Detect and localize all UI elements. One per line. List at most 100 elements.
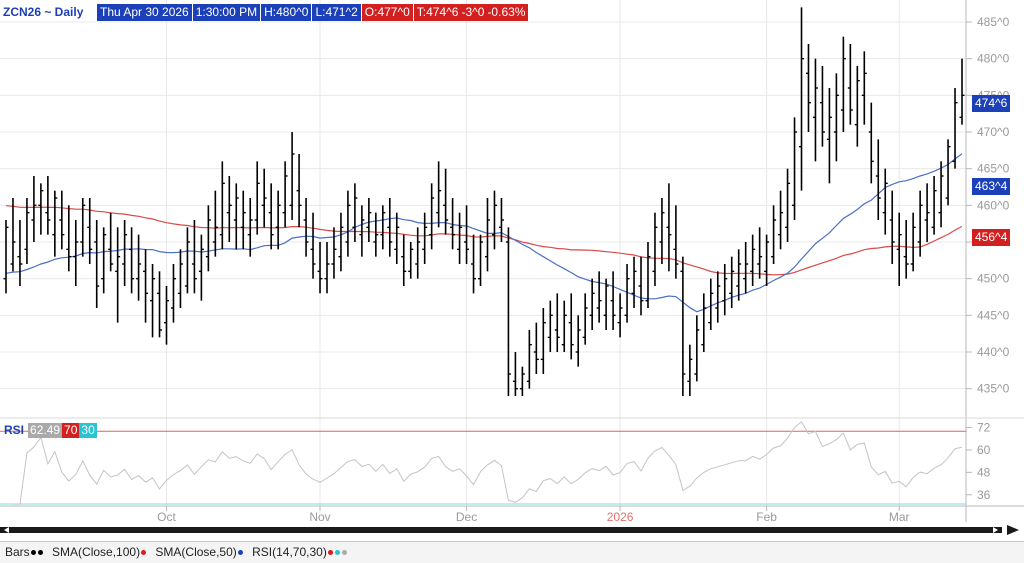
ohlc-bar — [17, 220, 23, 286]
time-tick-label: 2026 — [607, 510, 634, 524]
horizontal-scrollbar[interactable] — [0, 525, 1002, 535]
ohlc-bar — [150, 264, 156, 338]
ohlc-bar — [491, 190, 497, 250]
quote-date: Thu Apr 30 2026 — [97, 4, 192, 21]
ohlc-bar — [408, 242, 414, 279]
study-rsi[interactable]: RSI(14,70,30) — [252, 542, 348, 562]
rsi-overbought-badge: 70 — [62, 423, 80, 438]
ohlc-bar — [122, 220, 128, 286]
ohlc-bar — [847, 44, 853, 125]
ohlc-bar — [778, 190, 784, 250]
price-tick-label: 460^0 — [977, 198, 1010, 212]
ohlc-bar — [868, 102, 874, 184]
ohlc-bar — [345, 190, 351, 257]
ohlc-bar — [554, 293, 560, 352]
ohlc-bar — [826, 88, 832, 184]
symbol-label: ZCN26 ~ Daily — [3, 5, 84, 19]
ohlc-bar — [136, 234, 142, 301]
rsi-label: RSI — [4, 423, 25, 437]
ohlc-bar — [471, 234, 477, 294]
ohlc-bar — [833, 73, 839, 162]
sma100-dot-icon — [141, 549, 147, 555]
ohlc-bar — [764, 234, 770, 286]
ohlc-bar — [198, 234, 204, 301]
scrollbar-left-arrow[interactable] — [4, 527, 9, 533]
study-sma50[interactable]: SMA(Close,50) — [155, 542, 243, 562]
ohlc-bar — [59, 190, 65, 250]
ohlc-bar — [317, 242, 323, 294]
ohlc-bar — [498, 198, 504, 242]
ohlc-bar — [743, 242, 749, 294]
ohlc-bar — [66, 205, 72, 272]
rsi-tick-label: 36 — [977, 488, 991, 502]
ohlc-bar — [310, 212, 316, 279]
ohlc-bar — [394, 212, 400, 264]
ohlc-bar — [596, 271, 602, 323]
ohlc-bar — [373, 212, 379, 257]
time-tick-label: Mar — [889, 510, 910, 524]
price-tick-label: 485^0 — [977, 15, 1010, 29]
ohlc-bar — [212, 190, 218, 257]
rsi-oversold-badge: 30 — [79, 423, 97, 438]
bars-dot-icon — [30, 549, 36, 555]
ohlc-bar — [436, 161, 442, 228]
ohlc-bar — [247, 198, 253, 257]
ohlc-bar — [226, 176, 232, 242]
scrollbar-thumb[interactable] — [0, 527, 1002, 533]
ohlc-bar — [478, 234, 484, 286]
price-tick-label: 470^0 — [977, 125, 1010, 139]
ohlc-bar — [184, 227, 190, 294]
ohlc-bar — [450, 198, 456, 250]
ohlc-bar — [938, 161, 944, 228]
ohlc-bar — [519, 366, 525, 396]
ohlc-bar — [854, 66, 860, 147]
rsi-tick-label: 72 — [977, 420, 991, 434]
ohlc-bar — [422, 212, 428, 264]
ohlc-bar — [959, 58, 965, 125]
ohlc-bar — [457, 212, 463, 264]
ohlc-bar — [282, 161, 288, 228]
ohlc-bar — [526, 330, 532, 389]
quote-time: 1:30:00 PM — [192, 4, 261, 21]
rsi-tick-label: 60 — [977, 443, 991, 457]
rsi-dot-icon-2 — [334, 549, 340, 555]
symbol-title: ZCN26 ~ Daily — [3, 4, 83, 21]
ohlc-bar — [177, 249, 183, 308]
sma50-line — [5, 153, 963, 313]
ohlc-bar — [910, 212, 916, 272]
ohlc-bar — [694, 315, 700, 382]
study-rsi-label: RSI(14,70,30) — [252, 545, 327, 559]
study-bars[interactable]: Bars — [5, 542, 44, 562]
ohlc-bar — [219, 161, 225, 250]
price-axis-labels: 435^0440^0445^0450^0455^0460^0465^0470^0… — [977, 15, 1010, 396]
ohlc-bar — [903, 220, 909, 279]
ohlc-bar — [366, 198, 372, 242]
ohlc-bar — [338, 212, 344, 272]
ohlc-bar — [547, 300, 553, 352]
sma50-dot-icon — [237, 549, 243, 555]
ohlc-bar — [568, 293, 574, 360]
ohlc-bar — [589, 278, 595, 330]
ohlc-bar — [3, 220, 9, 294]
ohlc-bar — [889, 190, 895, 264]
ohlc-bar — [924, 183, 930, 242]
ohlc-bar — [875, 139, 881, 220]
ohlc-bar — [157, 271, 163, 338]
scroll-corner-icon[interactable] — [1005, 523, 1021, 537]
rsi-legend: RSI 62.49 70 30 — [4, 423, 97, 438]
ohlc-bar — [512, 352, 518, 396]
ohlc-bar — [533, 322, 539, 374]
ohlc-bar — [233, 183, 239, 250]
study-sma100[interactable]: SMA(Close,100) — [52, 542, 147, 562]
ohlc-bar — [792, 117, 798, 220]
ohlc-bar — [917, 190, 923, 257]
ohlc-bar — [708, 278, 714, 330]
ohlc-bar — [80, 198, 86, 257]
price-tick-label: 450^0 — [977, 272, 1010, 286]
sma50-price-tag: 463^4 — [972, 178, 1011, 195]
ohlc-bar — [268, 183, 274, 250]
ohlc-bar — [610, 271, 616, 330]
ohlc-bar — [101, 227, 107, 294]
scrollbar-right-arrow[interactable] — [993, 527, 998, 533]
